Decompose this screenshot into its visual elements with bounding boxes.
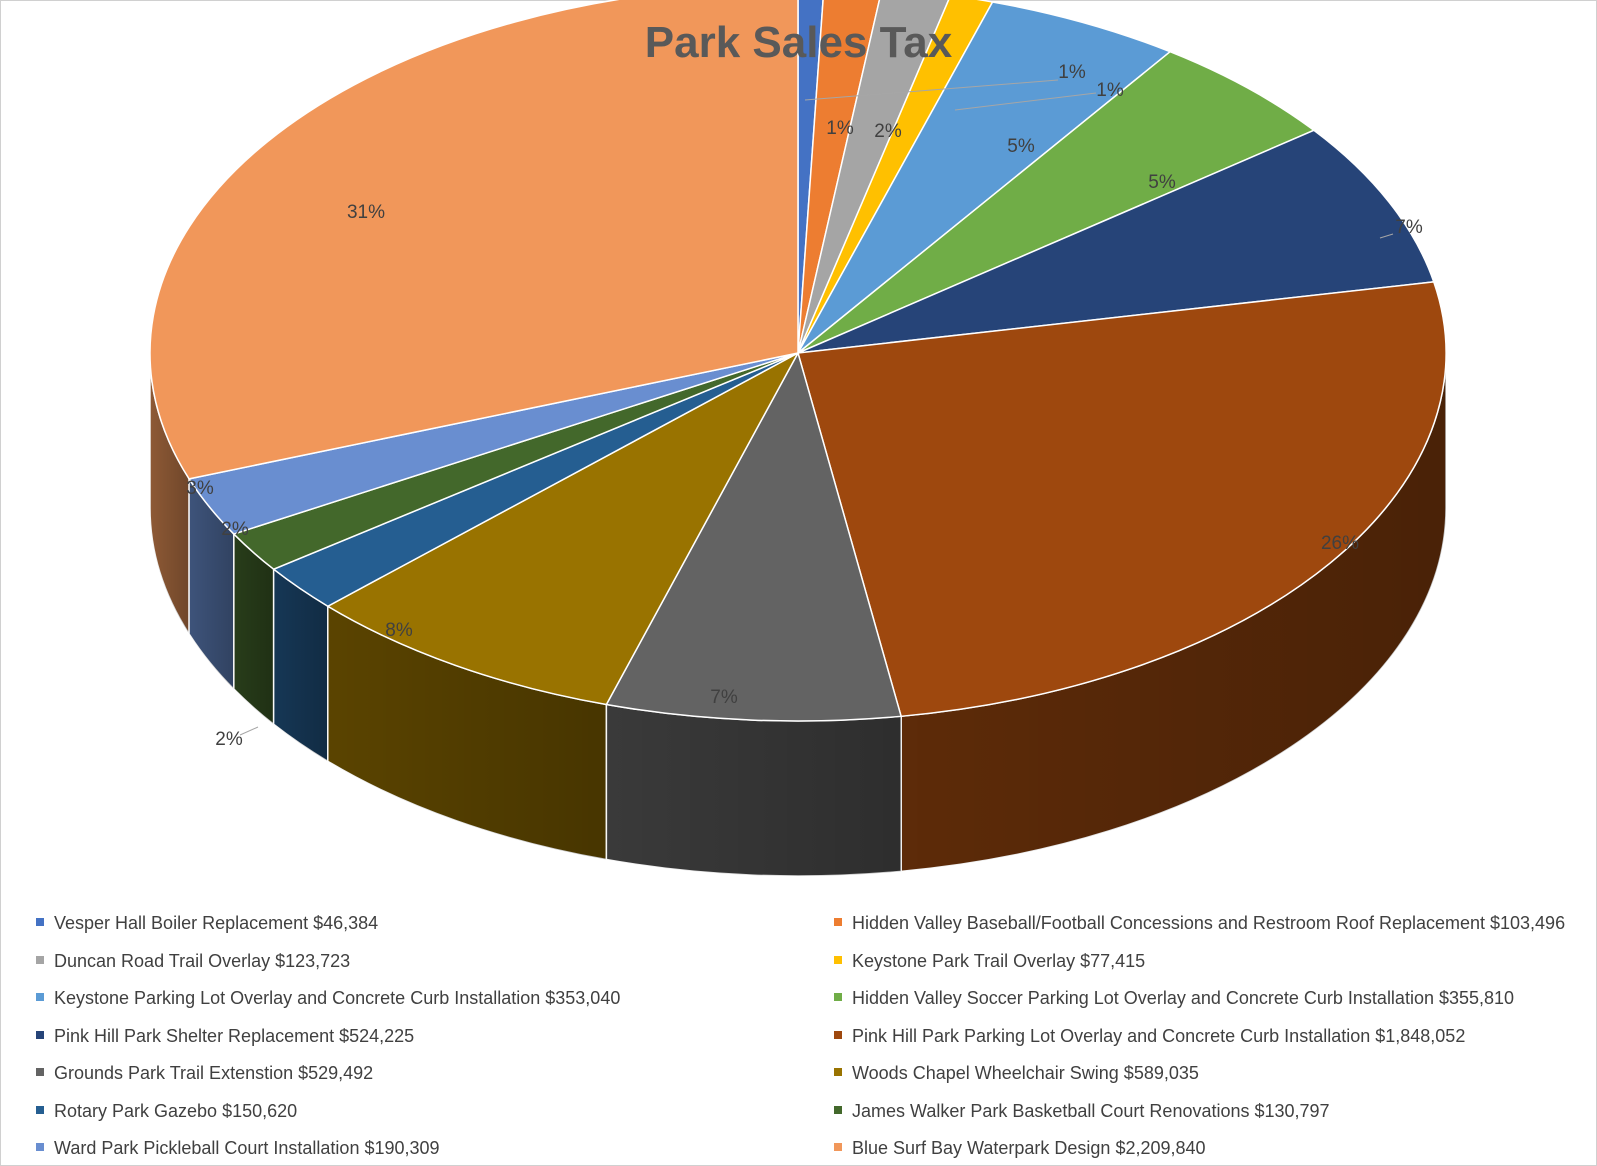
legend-swatch [834, 918, 842, 927]
legend-swatch [834, 955, 842, 964]
legend-label: Pink Hill Park Parking Lot Overlay and C… [852, 1025, 1466, 1046]
legend-item[interactable]: Grounds Park Trail Extenstion $529,492 [36, 1061, 373, 1085]
legend-item[interactable]: Vesper Hall Boiler Replacement $46,384 [36, 911, 378, 935]
legend-swatch [36, 1143, 44, 1152]
pie-slice-side-shade-8 [606, 704, 902, 877]
percent-label-13: 31% [347, 202, 385, 223]
percent-label-0: 1% [1058, 62, 1086, 83]
pie-slice-8[interactable] [605, 351, 903, 722]
pie-side-layer [149, 352, 1447, 877]
pie-slice-side-shade-9 [327, 606, 607, 860]
percent-label-5: 5% [1148, 172, 1176, 193]
legend-item[interactable]: Ward Park Pickleball Court Installation … [36, 1136, 440, 1160]
legend-swatch [834, 1105, 842, 1114]
pie-slice-side-shade-11 [233, 534, 274, 725]
legend-item[interactable]: Rotary Park Gazebo $150,620 [36, 1099, 297, 1123]
legend-label: Duncan Road Trail Overlay $123,723 [54, 950, 351, 971]
legend-item[interactable]: Blue Surf Bay Waterpark Design $2,209,84… [834, 1136, 1206, 1160]
percent-label-10: 2% [215, 729, 243, 750]
legend-item[interactable]: Pink Hill Park Parking Lot Overlay and C… [834, 1024, 1465, 1048]
legend-label: Pink Hill Park Shelter Replacement $524,… [54, 1025, 415, 1046]
pie-slice-2[interactable] [797, 0, 951, 354]
percent-label-11: 2% [221, 519, 249, 540]
leader-lines [239, 79, 1394, 736]
legend-label: Hidden Valley Baseball/Football Concessi… [852, 913, 1566, 933]
legend-label: Rotary Park Gazebo $150,620 [54, 1100, 298, 1121]
legend-swatch [834, 993, 842, 1002]
pie-slice-5[interactable] [797, 50, 1316, 354]
legend-swatch [36, 1030, 44, 1039]
pie-slice-9[interactable] [326, 351, 800, 706]
legend-label: Vesper Hall Boiler Replacement $46,384 [54, 913, 379, 933]
chart-title: Park Sales Tax [644, 18, 953, 67]
legend-item[interactable]: Pink Hill Park Shelter Replacement $524,… [36, 1024, 414, 1048]
legend-label: James Walker Park Basketball Court Renov… [852, 1100, 1330, 1121]
legend-label: Hidden Valley Soccer Parking Lot Overlay… [852, 988, 1515, 1008]
pie-slice-side-shade-7 [901, 353, 1446, 872]
legend-item[interactable]: Woods Chapel Wheelchair Swing $589,035 [834, 1061, 1199, 1085]
leader-line-10 [239, 726, 259, 736]
legend-swatch [36, 955, 44, 964]
legend-item[interactable]: Duncan Road Trail Overlay $123,723 [36, 949, 350, 973]
pie-slice-0[interactable] [797, 0, 824, 354]
legend-item[interactable]: James Walker Park Basketball Court Renov… [834, 1099, 1330, 1123]
legend-swatch [36, 1068, 44, 1077]
percent-label-12: 3% [186, 478, 214, 499]
legend-item[interactable]: Hidden Valley Soccer Parking Lot Overlay… [834, 986, 1514, 1010]
legend-label: Grounds Park Trail Extenstion $529,492 [54, 1063, 374, 1083]
legend-item[interactable]: Keystone Park Trail Overlay $77,415 [834, 949, 1145, 973]
leader-line-6 [1379, 233, 1394, 239]
legend-swatch [834, 1030, 842, 1039]
legend-swatch [36, 918, 44, 927]
legend-label: Woods Chapel Wheelchair Swing $589,035 [852, 1063, 1199, 1083]
pie-top-layer [149, 0, 1447, 722]
legend-swatch [834, 1143, 842, 1152]
pie-slice-7[interactable] [797, 281, 1447, 718]
percent-label-9: 8% [385, 620, 413, 641]
legend-label: Blue Surf Bay Waterpark Design $2,209,84… [852, 1138, 1206, 1158]
percent-label-8: 7% [710, 687, 738, 708]
percent-label-2: 2% [874, 121, 902, 142]
legend-swatch [36, 1105, 44, 1114]
pie-slice-4[interactable] [797, 1, 1172, 354]
pie-slice-side-shade-13 [150, 353, 190, 634]
legend-label: Ward Park Pickleball Court Installation … [54, 1138, 440, 1158]
pie-slice-side-shade-10 [273, 569, 328, 762]
leader-line-3 [954, 92, 1097, 111]
legend-swatch [36, 993, 44, 1002]
pie-slice-13[interactable] [149, 0, 799, 480]
percent-label-3: 1% [1096, 80, 1124, 101]
percent-label-6: 7% [1395, 217, 1423, 238]
legend-item[interactable]: Hidden Valley Baseball/Football Concessi… [834, 911, 1565, 935]
leader-line-0 [804, 79, 1059, 101]
percent-labels: 1% 1% 2% 1% 5% 5% 7% 26% 7% 8% 2% 2% 3% 31% [186, 62, 1423, 750]
percent-label-1: 1% [826, 118, 854, 139]
legend-label: Keystone Park Trail Overlay $77,415 [852, 950, 1146, 971]
pie-slice-6[interactable] [797, 129, 1435, 354]
percent-label-4: 5% [1007, 136, 1035, 157]
percent-label-7: 26% [1321, 533, 1359, 554]
legend-item[interactable]: Keystone Parking Lot Overlay and Concret… [36, 986, 620, 1010]
legend-label: Keystone Parking Lot Overlay and Concret… [54, 988, 621, 1008]
legend-swatch [834, 1068, 842, 1077]
pie-slice-side-shade-12 [189, 478, 234, 690]
